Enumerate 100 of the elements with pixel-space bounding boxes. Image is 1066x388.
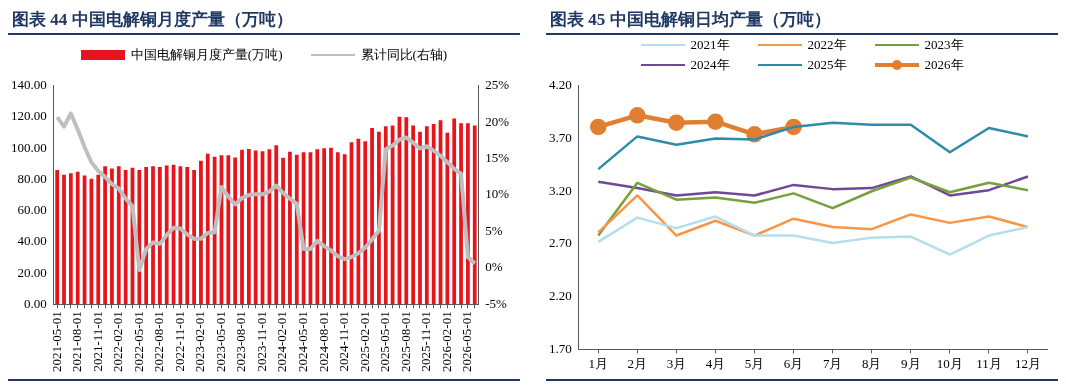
- y2-tick-label: 10%: [485, 186, 510, 202]
- legend-label: 2023年: [924, 36, 964, 54]
- x-tick-label: 2024-02-01: [274, 311, 290, 373]
- bar: [363, 141, 368, 305]
- x-tick-label: 2021-05-01: [48, 311, 64, 373]
- bar: [424, 126, 429, 305]
- y2-tick-label: 5%: [485, 222, 503, 238]
- x-tick-label: 2022-08-01: [151, 311, 167, 373]
- x-tick-label: 12月: [1014, 355, 1041, 371]
- x-tick-label: 2021-11-01: [89, 311, 105, 372]
- x-tick-label: 2024-11-01: [336, 311, 352, 372]
- bar: [75, 171, 80, 305]
- bar: [445, 132, 450, 305]
- x-tick-label: 8月: [861, 355, 882, 371]
- x-tick-label: 2024-08-01: [315, 311, 331, 373]
- x-tick-label: 2023-05-01: [212, 311, 228, 373]
- bar: [335, 152, 340, 305]
- bar: [274, 145, 279, 305]
- y-tick-label: 0.00: [24, 295, 47, 311]
- x-tick-label: 2023-11-01: [253, 311, 269, 372]
- y2-tick-label: 20%: [485, 113, 510, 129]
- y-tick-label: 20.00: [17, 264, 47, 280]
- legend-label: 2025年: [807, 56, 847, 74]
- y2-tick-label: 15%: [485, 150, 510, 166]
- bar: [246, 149, 251, 305]
- bar: [404, 117, 409, 305]
- y2-tick-label: 0%: [485, 259, 503, 275]
- bar: [431, 124, 436, 305]
- x-tick-label: 9月: [901, 355, 921, 371]
- y-tick-label: 140.00: [11, 77, 47, 93]
- bar: [192, 170, 196, 305]
- bar: [185, 166, 190, 305]
- bar: [205, 153, 210, 305]
- x-tick-label: 10月: [936, 355, 963, 371]
- legend-label: 2022年: [807, 36, 847, 54]
- bar: [342, 154, 347, 305]
- x-tick-label: 2026-02-01: [438, 311, 454, 373]
- bar: [226, 155, 231, 305]
- x-tick-label: 2025-11-01: [418, 311, 434, 372]
- point: [629, 107, 646, 124]
- chart-title: 图表 44 中国电解铜月度产量（万吨）: [8, 8, 520, 35]
- y-tick-label: 120.00: [11, 108, 47, 124]
- bar: [157, 166, 162, 305]
- bar: [240, 149, 244, 305]
- x-tick-label: 4月: [705, 355, 726, 371]
- bar: [370, 127, 374, 305]
- y-tick-label: 2.20: [549, 288, 572, 304]
- y-tick-label: 40.00: [17, 233, 47, 249]
- bar: [418, 131, 422, 305]
- legend-label: 中国电解铜月度产量(万吨): [130, 46, 283, 64]
- x-tick-label: 2025-02-01: [356, 311, 372, 373]
- bar: [356, 138, 361, 305]
- x-tick-label: 3月: [666, 355, 687, 371]
- x-tick-label: 2021-08-01: [69, 311, 85, 373]
- x-tick-label: 6月: [783, 355, 804, 371]
- bar: [110, 168, 114, 305]
- x-tick-label: 11月: [976, 355, 1002, 371]
- bar: [288, 151, 292, 305]
- legend-label: 2024年: [690, 56, 730, 74]
- bar: [452, 118, 457, 305]
- y-tick-label: 1.70: [549, 340, 572, 356]
- x-tick-label: 2022-11-01: [171, 311, 187, 372]
- bar: [233, 157, 238, 305]
- bar: [281, 157, 285, 305]
- x-tick-label: 2023-08-01: [233, 311, 249, 373]
- x-tick-label: 2022-05-01: [130, 311, 146, 373]
- legend-label: 2026年: [924, 56, 964, 74]
- bar: [315, 149, 320, 305]
- x-tick-label: 2025-08-01: [397, 311, 413, 373]
- legend-label: 2021年: [690, 36, 730, 54]
- x-tick-label: 5月: [744, 355, 765, 371]
- bar: [144, 166, 149, 305]
- bar: [322, 148, 327, 305]
- x-tick-label: 2026-05-01: [459, 311, 475, 373]
- x-tick-label: 2023-02-01: [192, 311, 208, 373]
- x-tick-label: 1月: [588, 355, 609, 371]
- y-tick-label: 100.00: [11, 139, 47, 155]
- bar: [329, 147, 333, 305]
- bar: [253, 150, 258, 305]
- y-tick-label: 2.70: [549, 235, 572, 251]
- bar: [62, 174, 66, 305]
- x-tick-label: 2022-02-01: [110, 311, 126, 373]
- bar: [472, 125, 477, 305]
- y-tick-label: 80.00: [17, 170, 47, 186]
- y2-tick-label: -5%: [485, 295, 507, 311]
- bar: [199, 160, 203, 305]
- point: [590, 118, 607, 136]
- x-tick-label: 2024-05-01: [295, 311, 311, 373]
- bar: [123, 170, 128, 305]
- y-tick-label: 4.20: [549, 77, 572, 93]
- bar: [68, 173, 73, 305]
- bar: [411, 125, 416, 305]
- x-tick-label: 7月: [822, 355, 843, 371]
- x-tick-label: 2025-05-01: [377, 311, 393, 373]
- bar: [116, 166, 121, 305]
- y2-tick-label: 25%: [485, 77, 510, 93]
- y-tick-label: 3.70: [549, 129, 572, 145]
- bar: [96, 174, 101, 305]
- y-tick-label: 60.00: [17, 202, 47, 218]
- bar: [55, 170, 60, 305]
